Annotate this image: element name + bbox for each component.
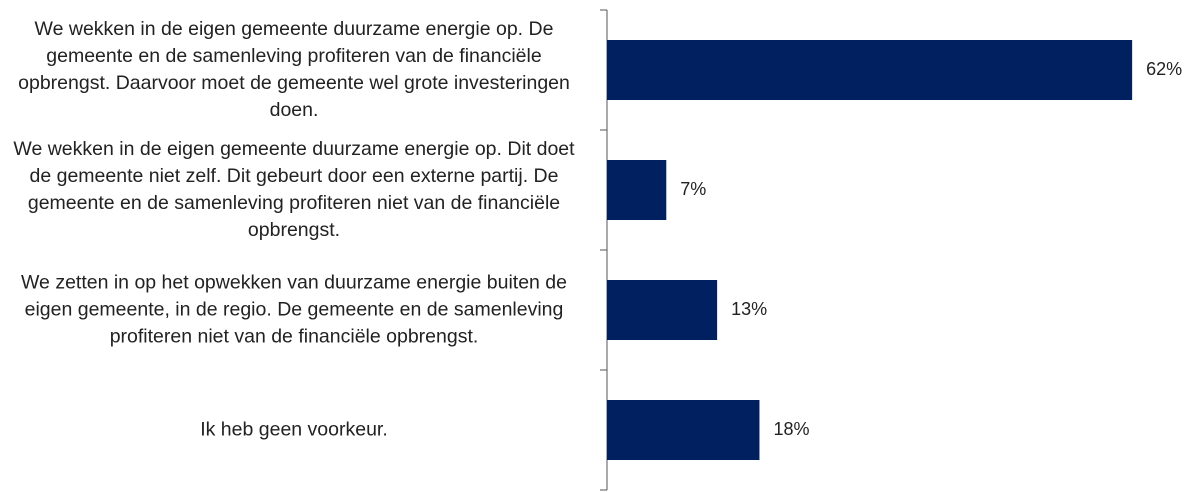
value-label: 13% [731,299,767,319]
category-label: We wekken in de eigen gemeente duurzame … [18,18,570,121]
value-label: 62% [1146,59,1182,79]
value-label: 7% [680,179,706,199]
bar [607,160,667,220]
value-label: 18% [773,419,809,439]
bar [607,280,718,340]
category-label: We wekken in de eigen gemeente duurzame … [13,138,575,241]
bar [607,40,1133,100]
category-label: We zetten in op het opwekken van duurzam… [21,271,567,348]
category-label: Ik heb geen voorkeur. [200,418,388,441]
bar [607,400,760,460]
